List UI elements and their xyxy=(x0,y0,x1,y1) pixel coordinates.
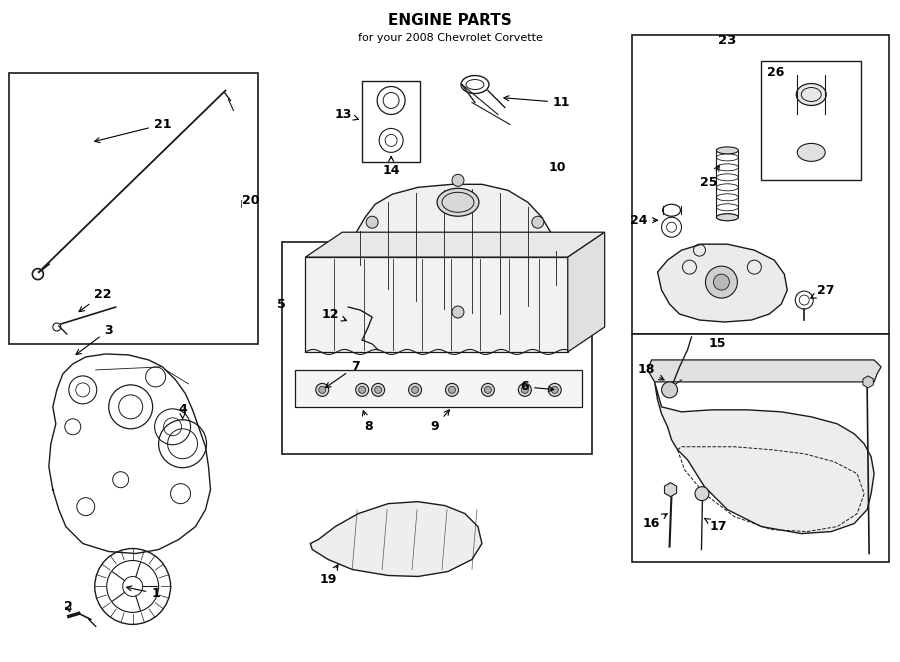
Text: 26: 26 xyxy=(768,66,785,79)
Text: 25: 25 xyxy=(700,166,719,189)
Ellipse shape xyxy=(716,214,738,220)
Bar xyxy=(632,34,889,334)
Bar xyxy=(362,81,420,162)
Text: 17: 17 xyxy=(704,518,727,533)
Ellipse shape xyxy=(796,83,826,105)
Bar xyxy=(761,60,861,180)
Bar xyxy=(9,73,258,344)
Circle shape xyxy=(409,383,421,397)
Circle shape xyxy=(662,382,678,398)
Text: 10: 10 xyxy=(549,161,566,174)
Text: 16: 16 xyxy=(643,514,667,530)
Text: 27: 27 xyxy=(811,283,834,298)
Ellipse shape xyxy=(797,144,825,162)
Text: ENGINE PARTS: ENGINE PARTS xyxy=(388,13,512,28)
Polygon shape xyxy=(305,257,568,352)
Circle shape xyxy=(706,266,737,298)
Text: 20: 20 xyxy=(242,194,260,207)
Circle shape xyxy=(411,387,418,393)
Bar xyxy=(283,242,591,453)
Circle shape xyxy=(316,383,328,397)
Text: 19: 19 xyxy=(320,565,338,586)
Polygon shape xyxy=(305,232,605,257)
Text: 24: 24 xyxy=(630,214,658,226)
Text: 3: 3 xyxy=(76,324,113,355)
Circle shape xyxy=(452,174,464,186)
Circle shape xyxy=(366,216,378,228)
Ellipse shape xyxy=(716,147,738,154)
Ellipse shape xyxy=(437,188,479,216)
Text: 4: 4 xyxy=(178,403,187,419)
Circle shape xyxy=(452,306,464,318)
Text: 2: 2 xyxy=(65,600,73,613)
Text: 21: 21 xyxy=(94,118,171,142)
Text: 23: 23 xyxy=(718,34,736,47)
Circle shape xyxy=(532,216,544,228)
Circle shape xyxy=(518,383,531,397)
Polygon shape xyxy=(352,184,562,320)
Polygon shape xyxy=(658,244,788,322)
Polygon shape xyxy=(654,382,874,534)
Circle shape xyxy=(695,487,709,500)
Polygon shape xyxy=(648,360,881,382)
Text: 8: 8 xyxy=(363,410,373,434)
Circle shape xyxy=(446,383,458,397)
Circle shape xyxy=(552,387,558,393)
Circle shape xyxy=(448,387,455,393)
Text: 5: 5 xyxy=(276,297,285,310)
Text: 1: 1 xyxy=(127,586,160,600)
Circle shape xyxy=(482,383,494,397)
Text: for your 2008 Chevrolet Corvette: for your 2008 Chevrolet Corvette xyxy=(357,32,543,42)
Circle shape xyxy=(356,383,369,397)
Text: 18: 18 xyxy=(637,363,664,380)
Text: 13: 13 xyxy=(335,108,358,121)
Text: 12: 12 xyxy=(321,308,347,321)
Circle shape xyxy=(359,387,365,393)
Circle shape xyxy=(521,387,528,393)
Polygon shape xyxy=(568,232,605,352)
Text: 15: 15 xyxy=(708,338,726,350)
Circle shape xyxy=(374,387,382,393)
Text: 14: 14 xyxy=(382,156,400,177)
Circle shape xyxy=(714,274,729,290)
Text: 22: 22 xyxy=(79,287,112,312)
Text: 11: 11 xyxy=(504,96,571,109)
Text: 6: 6 xyxy=(520,381,554,393)
Circle shape xyxy=(548,383,562,397)
Circle shape xyxy=(484,387,491,393)
Circle shape xyxy=(372,383,384,397)
Polygon shape xyxy=(310,502,482,577)
Polygon shape xyxy=(295,370,581,407)
Text: 9: 9 xyxy=(431,410,449,434)
Circle shape xyxy=(319,387,326,393)
Bar xyxy=(632,334,889,561)
Text: 7: 7 xyxy=(326,360,360,387)
